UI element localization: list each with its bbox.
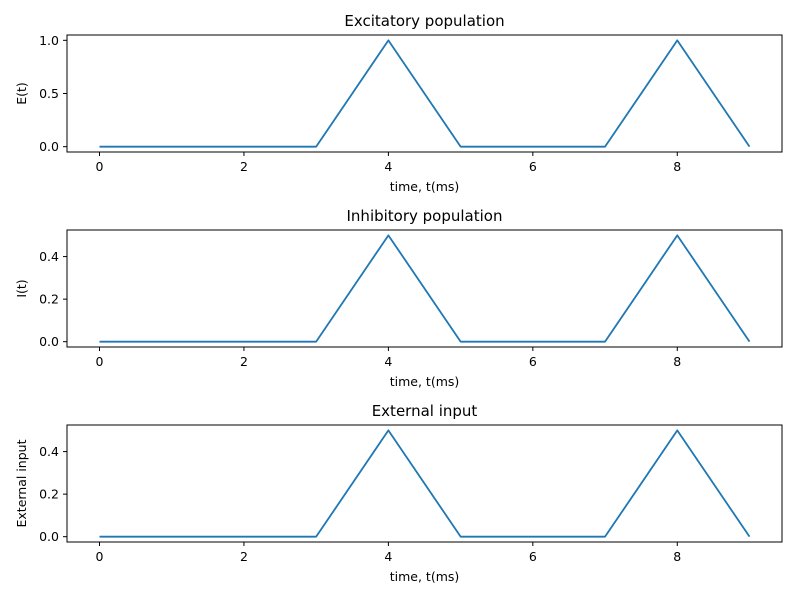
y-tick-label: 1.0 [39, 33, 59, 48]
y-tick-label: 0.2 [39, 487, 59, 502]
chart-title: Excitatory population [344, 12, 504, 30]
axes-frame [66, 229, 783, 348]
axes-frame [66, 424, 783, 543]
x-tick-label: 6 [529, 549, 537, 564]
series-line-1 [99, 39, 751, 148]
y-axis-label: I(t) [14, 279, 29, 297]
x-tick-label: 4 [384, 159, 392, 174]
y-axis-label: External input [14, 439, 29, 527]
chart-title: Inhibitory population [347, 207, 503, 225]
y-tick-label: 0.0 [39, 139, 59, 154]
x-tick-label: 6 [529, 159, 537, 174]
y-axis-label: E(t) [14, 82, 29, 105]
x-axis-label: time, t(ms) [390, 569, 460, 584]
x-tick-label: 2 [240, 159, 248, 174]
x-tick-label: 4 [384, 549, 392, 564]
subplot-3: 0 2 4 6 8 0.0 0.2 0.4 External input time, t(ms) E… [14, 402, 783, 584]
series-line-1 [99, 429, 751, 538]
subplot-2: 0 2 4 6 8 0.0 0.2 0.4 Inhibitory population time,… [14, 207, 783, 389]
series-line-1 [99, 234, 751, 343]
x-tick-label: 0 [96, 159, 104, 174]
y-tick-label: 0.4 [39, 249, 59, 264]
x-tick-label: 4 [384, 354, 392, 369]
x-tick-label: 0 [96, 549, 104, 564]
y-tick-label: 0.2 [39, 292, 59, 307]
x-tick-label: 8 [673, 354, 681, 369]
y-tick-label: 0.4 [39, 444, 59, 459]
x-axis-label: time, t(ms) [390, 179, 460, 194]
y-tick-label: 0.0 [39, 529, 59, 544]
x-tick-label: 6 [529, 354, 537, 369]
x-axis-label: time, t(ms) [390, 374, 460, 389]
y-tick-label: 0.0 [39, 334, 59, 349]
chart-title: External input [372, 402, 478, 420]
y-tick-label: 0.5 [39, 86, 59, 101]
x-tick-label: 2 [240, 549, 248, 564]
x-tick-label: 8 [673, 549, 681, 564]
x-tick-label: 8 [673, 159, 681, 174]
subplot-1: 0 2 4 6 8 0.0 0.5 1.0 Excitatory population time,… [14, 12, 783, 194]
x-tick-label: 2 [240, 354, 248, 369]
x-tick-label: 0 [96, 354, 104, 369]
